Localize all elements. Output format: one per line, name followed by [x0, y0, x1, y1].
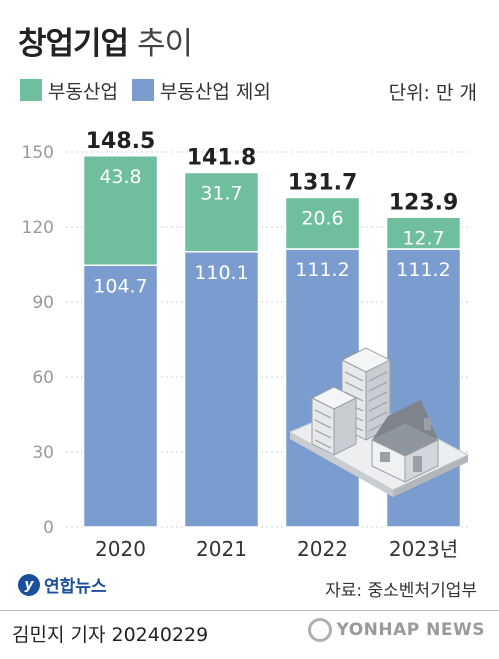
title-sub: 추이	[136, 26, 193, 62]
title-main: 창업기업	[18, 26, 129, 62]
value-label: 31.7	[200, 183, 242, 205]
value-label: 43.8	[99, 166, 141, 188]
stacked-bar-chart: 0 30 60 90 120 150 104.7 43.8 148.5 2020 110.1 31.7…	[22, 129, 470, 560]
x-tick-label: 2022	[297, 537, 348, 560]
yonhap-logo: y 연합뉴스	[18, 572, 107, 597]
y-tick-label: 90	[32, 293, 54, 313]
watermark-ring-icon	[307, 618, 332, 642]
value-label: 111.2	[295, 259, 349, 281]
bar-segment	[183, 251, 260, 528]
legend-item-excluding: 부동산업 제외	[131, 77, 271, 104]
legend: 부동산업 부동산업 제외	[20, 77, 285, 104]
source-note: 자료: 중소벤처기업부	[325, 581, 477, 601]
value-label: 20.6	[301, 208, 343, 230]
bar-segment	[284, 196, 361, 250]
y-tick-label: 150	[22, 143, 54, 163]
y-tick-label: 60	[32, 368, 54, 388]
legend-label-excluding: 부동산업 제외	[159, 80, 271, 103]
x-tick-label: 2020	[95, 537, 146, 560]
divider	[0, 610, 499, 611]
y-tick-label: 0	[43, 518, 54, 538]
total-label: 141.8	[187, 146, 257, 171]
legend-label-real-estate: 부동산업	[48, 80, 118, 103]
total-label: 148.5	[86, 129, 156, 154]
value-label: 110.1	[194, 262, 248, 284]
bar-segment	[82, 155, 159, 266]
logo-text: 연합뉴스	[44, 577, 107, 597]
legend-swatch-excluding	[131, 79, 154, 101]
value-label: 104.7	[93, 275, 147, 297]
value-label: 111.2	[396, 259, 450, 281]
legend-swatch-real-estate	[20, 79, 42, 101]
watermark-text: YONHAP NEWS	[336, 620, 485, 640]
chart-title: 창업기업 추이	[18, 18, 193, 63]
legend-item-real-estate: 부동산업	[20, 77, 118, 104]
yonhap-watermark: YONHAP NEWS	[307, 618, 485, 642]
y-tick-label: 30	[32, 443, 54, 463]
bar-segment	[183, 171, 260, 253]
x-tick-label: 2021	[196, 537, 247, 560]
bar-segment	[385, 216, 462, 250]
unit-label: 단위: 만 개	[388, 82, 477, 104]
buildings-illustration	[288, 347, 470, 497]
value-label: 12.7	[402, 227, 444, 249]
total-label: 123.9	[389, 190, 459, 215]
yonhap-logo-icon: y	[18, 573, 40, 596]
x-tick-label: 2023년	[389, 537, 458, 560]
total-label: 131.7	[288, 171, 358, 196]
y-tick-label: 120	[22, 218, 54, 238]
bar-segment	[82, 264, 159, 528]
byline: 김민지 기자 20240229	[12, 624, 209, 646]
